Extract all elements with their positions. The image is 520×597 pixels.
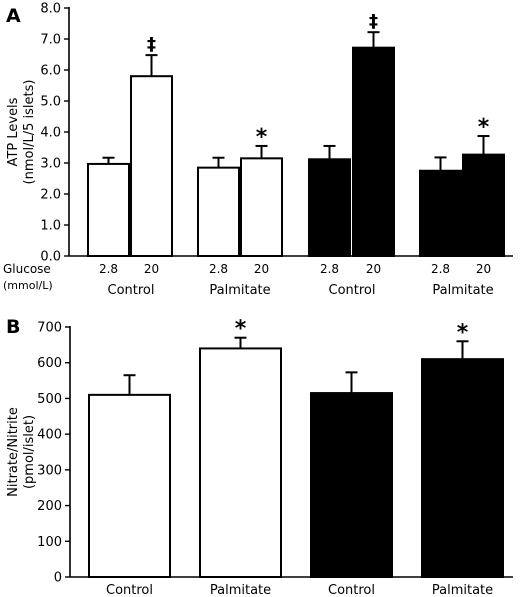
panel-a-bar <box>240 157 283 258</box>
panel-a-letter: A <box>6 5 21 27</box>
panel-a-glucose-label: 20 <box>254 262 269 276</box>
panel-b-y-tick-label: 500 <box>37 392 62 407</box>
panel-a-bar <box>462 153 505 258</box>
panel-a-y-label: ATP Levels(nmol/L/5 islets) <box>6 80 37 185</box>
panel-a-y-label-line2: (nmol/L/5 islets) <box>22 80 37 185</box>
panel-b-bar <box>199 347 282 578</box>
panel-a-bar <box>130 75 173 257</box>
panel-b-bar <box>88 393 171 578</box>
panel-b-y-tick-label: 200 <box>37 499 62 514</box>
panel-a-significance-marker: * <box>478 115 490 140</box>
panel-b-category-label: Palmitate <box>210 583 271 597</box>
panel-a-glucose-label: 2.8 <box>320 262 339 276</box>
panel-b-category-label: Control <box>106 583 153 597</box>
panel-a-y-tick-label: 8.0 <box>40 2 61 17</box>
panel-a-significance-marker: * <box>256 125 268 150</box>
panel-a-glucose-label: 20 <box>366 262 381 276</box>
panel-a-group-label: Palmitate <box>432 283 493 298</box>
panel-a-y-tick-label: 4.0 <box>40 126 61 141</box>
panel-a-significance-marker: ‡ <box>369 11 378 32</box>
panel-b-category-label: Control <box>328 583 375 597</box>
panel-b-significance-marker: * <box>457 320 469 345</box>
panel-a-y-tick-label: 0.0 <box>40 250 61 265</box>
panel-a-significance-marker: ‡ <box>147 34 156 55</box>
panel-a-bar <box>352 46 395 258</box>
panel-a-chart: A 0.0 1.0 2.0 3.0 4.0 5.0 6.0 7.0 8.0 ATP Levels(n… <box>3 2 513 298</box>
panel-b-y-tick-label: 700 <box>37 321 62 336</box>
panel-b-significance-marker: * <box>235 317 247 342</box>
panel-a-glucose-unit: (mmol/L) <box>3 279 53 292</box>
panel-a-bar <box>87 162 130 257</box>
panel-a-group-label: Control <box>108 283 155 298</box>
panel-a-glucose-label: 2.8 <box>209 262 228 276</box>
panel-b-y-tick-label: 0 <box>54 571 62 586</box>
panel-a-y-tick-label: 1.0 <box>40 219 61 234</box>
panel-b-y-tick-label: 100 <box>37 535 62 550</box>
panel-a-y-tick-label: 6.0 <box>40 64 61 79</box>
panel-a-y-tick-label: 3.0 <box>40 157 61 172</box>
panel-b-bar <box>310 392 393 579</box>
panel-b-y-tick-label: 400 <box>37 428 62 443</box>
panel-b-y-label-line1: Nitrate/Nitrite <box>6 407 21 497</box>
panel-a-bar <box>308 158 351 257</box>
panel-b-chart: B 0 100 200 300 400 500 600 700 Nitrate/Nitrite(p… <box>6 316 513 597</box>
panel-a-group-label: Control <box>329 283 376 298</box>
panel-a-glucose-title: Glucose <box>3 262 51 276</box>
panel-a-y-label-line1: ATP Levels <box>6 97 21 166</box>
panel-a-glucose-label: 2.8 <box>431 262 450 276</box>
panel-b-y-tick-label: 300 <box>37 463 62 478</box>
panel-b-category-label: Palmitate <box>432 583 493 597</box>
panel-b-y-label: Nitrate/Nitrite(pmol/islet) <box>6 407 37 497</box>
panel-a-glucose-label: 20 <box>144 262 159 276</box>
panel-b-y-tick-label: 600 <box>37 356 62 371</box>
panel-a-y-tick-label: 5.0 <box>40 95 61 110</box>
panel-a-y-tick-label: 7.0 <box>40 33 61 48</box>
panel-a-bar <box>197 166 240 257</box>
panel-b-y-label-line2: (pmol/islet) <box>22 415 37 489</box>
panel-b-letter: B <box>6 316 20 338</box>
panel-a-group-label: Palmitate <box>209 283 270 298</box>
panel-a-glucose-label: 20 <box>476 262 491 276</box>
panel-a-bar <box>419 169 462 257</box>
panel-a-glucose-label: 2.8 <box>99 262 118 276</box>
panel-b-bar <box>421 358 504 578</box>
panel-a-y-tick-label: 2.0 <box>40 188 61 203</box>
